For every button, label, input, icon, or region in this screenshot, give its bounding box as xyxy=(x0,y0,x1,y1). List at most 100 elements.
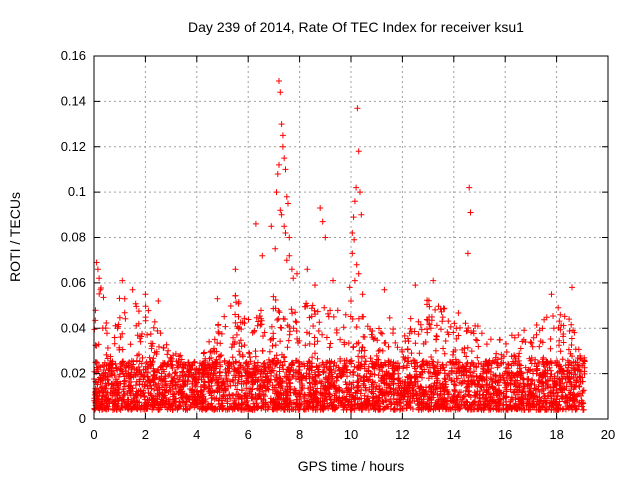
data-point xyxy=(452,396,458,403)
data-point xyxy=(170,352,177,359)
data-point xyxy=(310,405,317,411)
data-point xyxy=(269,358,276,364)
data-point xyxy=(288,266,295,273)
data-point xyxy=(117,371,123,378)
data-point xyxy=(361,392,368,399)
data-point xyxy=(451,320,458,327)
data-point xyxy=(487,375,494,382)
data-point xyxy=(358,354,365,361)
data-point xyxy=(556,342,562,349)
data-point xyxy=(131,399,138,406)
data-point xyxy=(502,394,509,401)
data-point xyxy=(524,398,531,404)
data-point xyxy=(278,211,285,218)
data-point xyxy=(238,387,245,394)
data-point xyxy=(441,350,448,357)
data-point xyxy=(227,303,234,309)
data-point xyxy=(350,393,356,400)
data-point xyxy=(497,373,504,380)
data-point xyxy=(286,234,293,241)
data-point xyxy=(232,319,239,326)
data-point xyxy=(517,380,524,387)
data-point xyxy=(390,375,397,382)
data-point xyxy=(135,320,142,327)
data-point xyxy=(114,378,120,385)
data-point xyxy=(208,354,215,361)
data-point xyxy=(427,364,433,371)
data-point xyxy=(279,132,286,139)
data-point xyxy=(99,325,106,332)
x-tick-label: 10 xyxy=(344,427,358,442)
data-point xyxy=(281,358,288,365)
data-point xyxy=(167,387,174,394)
data-point xyxy=(231,400,238,407)
data-point xyxy=(360,377,367,384)
data-point xyxy=(219,382,225,389)
data-point xyxy=(159,400,166,407)
data-point xyxy=(359,344,366,351)
data-point xyxy=(547,336,554,342)
data-point xyxy=(355,339,362,346)
data-point xyxy=(487,336,494,343)
data-point xyxy=(355,365,362,371)
data-point xyxy=(486,361,492,368)
data-point xyxy=(314,385,321,392)
data-point xyxy=(144,331,151,338)
data-point xyxy=(395,370,402,377)
data-point xyxy=(133,357,140,364)
data-point xyxy=(242,360,249,367)
data-point xyxy=(359,291,366,298)
data-point xyxy=(269,399,276,405)
data-point xyxy=(355,353,362,360)
data-point xyxy=(471,380,478,387)
data-point xyxy=(395,375,402,382)
data-point xyxy=(449,351,456,358)
data-point xyxy=(234,386,241,393)
data-point xyxy=(134,371,141,378)
data-point xyxy=(539,373,546,380)
data-point xyxy=(480,376,487,382)
y-tick-label: 0 xyxy=(79,411,86,426)
data-point xyxy=(232,382,239,389)
data-point xyxy=(251,372,258,378)
data-point xyxy=(293,319,300,326)
data-point xyxy=(554,392,561,399)
data-point xyxy=(163,382,170,389)
data-point xyxy=(376,394,383,401)
data-point xyxy=(117,406,124,413)
data-point xyxy=(342,311,349,318)
data-point xyxy=(507,381,514,388)
data-point xyxy=(296,337,303,344)
data-point xyxy=(117,334,124,341)
data-point xyxy=(540,361,547,368)
data-point xyxy=(574,355,581,361)
grid-layer xyxy=(94,56,608,419)
data-point xyxy=(293,401,300,408)
data-point xyxy=(256,383,263,390)
data-point xyxy=(440,404,447,410)
data-point xyxy=(105,380,112,387)
data-point xyxy=(517,345,524,352)
data-point xyxy=(346,284,353,291)
data-point xyxy=(477,394,483,401)
data-point xyxy=(217,353,224,360)
data-point xyxy=(520,376,527,383)
data-point xyxy=(338,399,345,406)
data-point xyxy=(269,342,276,349)
data-point xyxy=(493,399,500,406)
data-point xyxy=(241,399,248,406)
data-point xyxy=(119,359,126,366)
data-point xyxy=(467,406,474,413)
data-point xyxy=(503,364,510,371)
data-point xyxy=(171,369,178,376)
data-point xyxy=(556,318,563,325)
data-point xyxy=(279,351,285,358)
data-point xyxy=(328,358,335,365)
data-point xyxy=(424,329,431,336)
data-point xyxy=(151,318,158,325)
data-point xyxy=(154,385,161,391)
data-point xyxy=(315,399,322,406)
data-point xyxy=(293,328,300,334)
y-tick-label: 0.1 xyxy=(68,184,86,199)
y-tick-label: 0.02 xyxy=(61,366,86,381)
